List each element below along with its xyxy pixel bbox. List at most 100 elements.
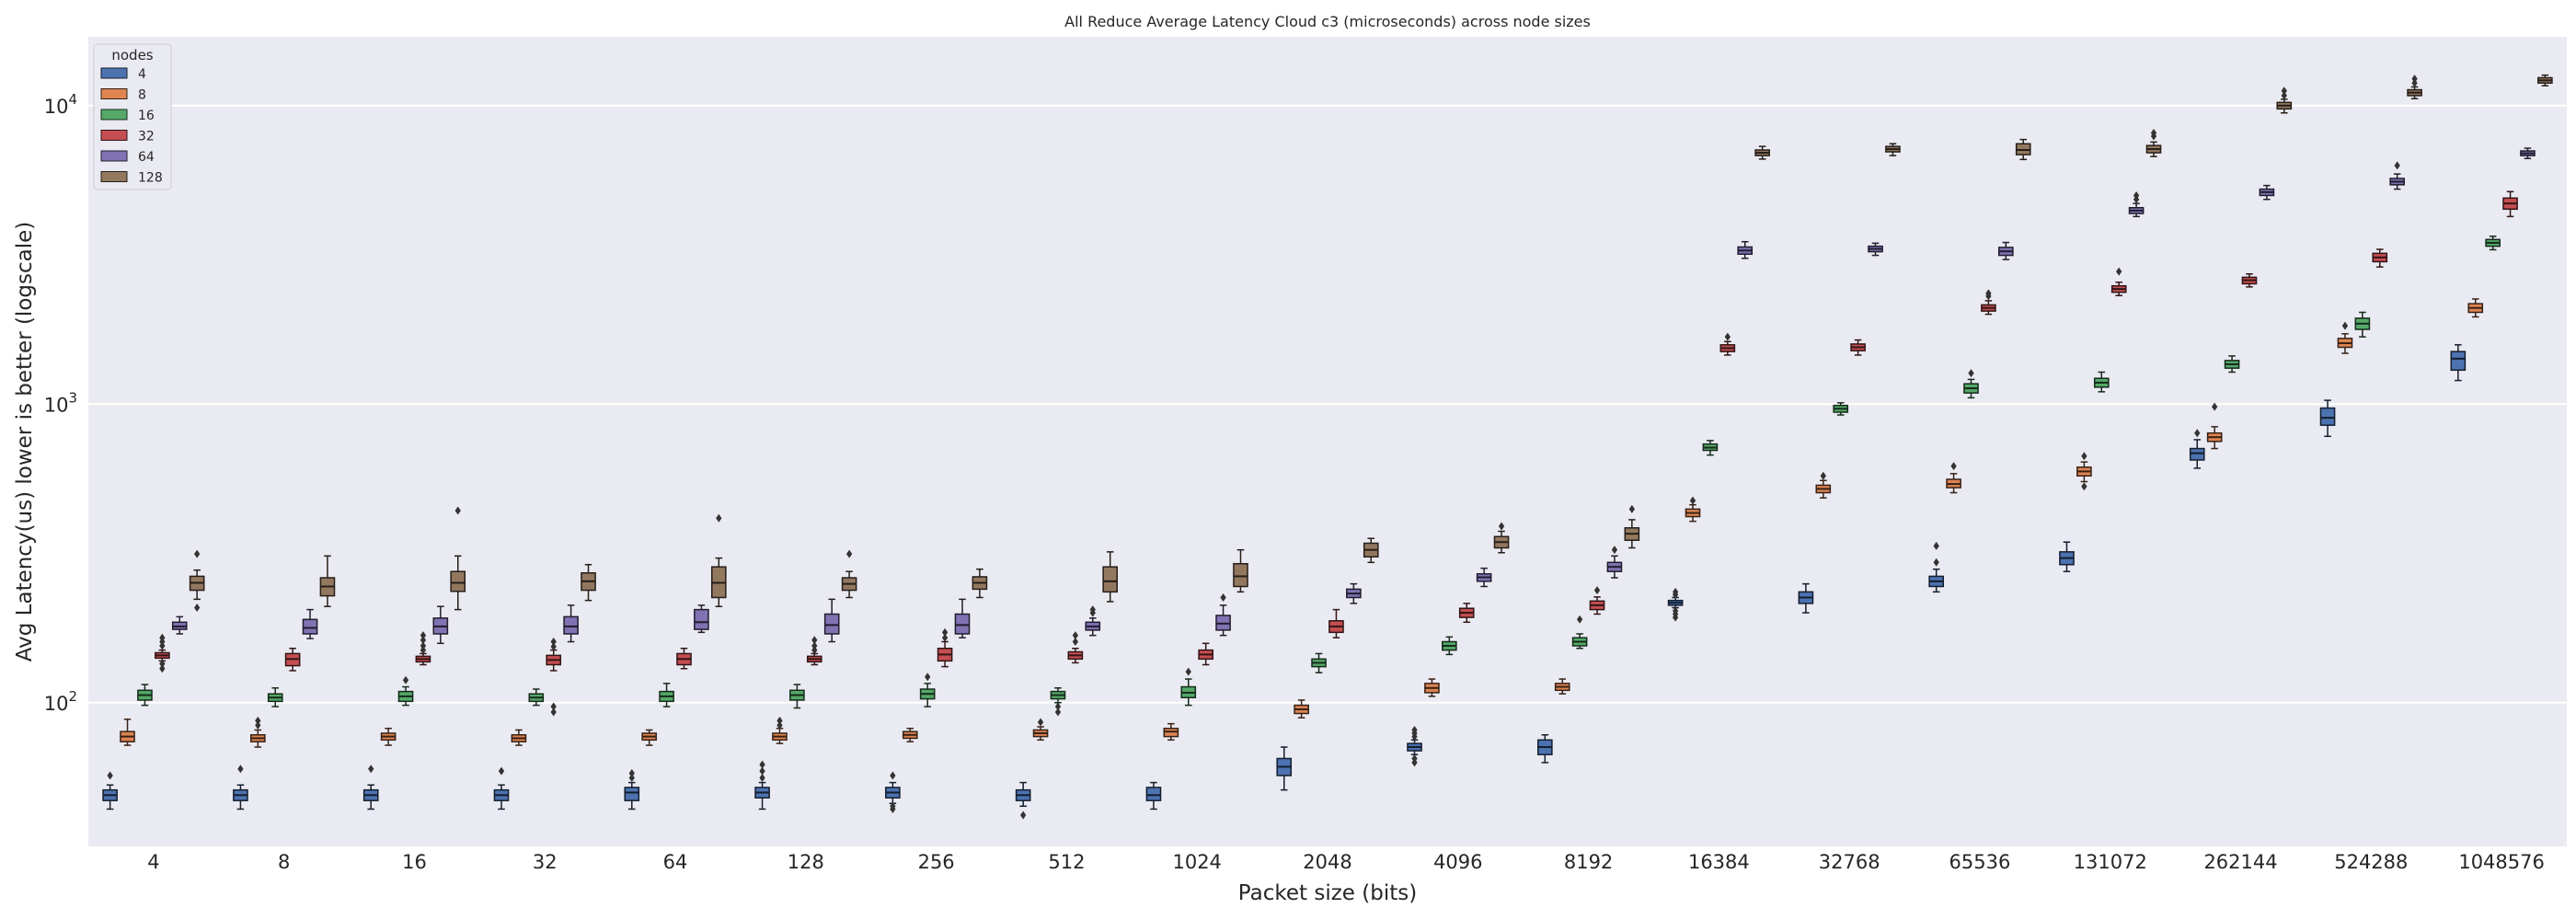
box-32768-nodes-16	[1833, 402, 1849, 416]
y-axis-label: Avg Latency(us) lower is better (logscal…	[13, 222, 37, 662]
box-1024-nodes-8	[1163, 722, 1179, 742]
box-8-nodes-4	[233, 765, 248, 811]
box-512-nodes-16	[1050, 687, 1066, 717]
outlier-point	[498, 766, 505, 776]
box-iqr	[1233, 562, 1248, 588]
box-16384-nodes-32	[1719, 332, 1736, 356]
outlier-point	[890, 771, 896, 780]
x-tick-label: 128	[788, 851, 824, 873]
outlier-point	[941, 633, 949, 642]
box-plots	[102, 74, 2553, 820]
box-262144-nodes-32	[2241, 272, 2258, 288]
x-tick-label: 65536	[1949, 851, 2011, 873]
box-131072-nodes-4	[2059, 541, 2075, 572]
x-tick-label: 32	[533, 851, 558, 873]
box-iqr	[302, 618, 318, 635]
outlier-point	[1933, 558, 1939, 567]
outlier-point	[420, 641, 427, 650]
box-524288-nodes-128	[2407, 75, 2422, 99]
outlier-point	[1054, 702, 1062, 711]
box-512-nodes-64	[1085, 605, 1101, 637]
box-512-nodes-4	[1015, 781, 1031, 820]
x-tick-label: 524288	[2334, 851, 2408, 873]
outlier-point	[2081, 482, 2087, 491]
box-64-nodes-128	[711, 513, 727, 607]
outlier-point	[420, 646, 427, 655]
outlier-point	[550, 702, 557, 711]
outlier-point	[550, 707, 557, 717]
box-128-nodes-8	[772, 716, 788, 744]
outlier-point	[1689, 496, 1696, 505]
outlier-point	[550, 638, 557, 647]
outlier-point	[2133, 190, 2140, 200]
outlier-point	[1220, 592, 1226, 602]
legend-item-128: 128	[100, 171, 163, 186]
box-128-nodes-64	[823, 598, 840, 643]
box-32768-nodes-32	[1850, 339, 1866, 356]
legend: nodes 4 8 16 32 64 128	[93, 43, 172, 190]
box-65536-nodes-128	[2015, 138, 2031, 161]
x-tick-label: 2048	[1303, 851, 1351, 873]
box-32768-nodes-128	[1885, 143, 1901, 156]
box-64-nodes-4	[624, 769, 640, 811]
box-8-nodes-128	[319, 555, 336, 607]
outlier-point	[628, 769, 635, 778]
box-131072-nodes-64	[2128, 190, 2145, 218]
chart-title: All Reduce Average Latency Cloud c3 (mic…	[1064, 13, 1591, 30]
box-8192-nodes-32	[1589, 586, 1605, 615]
outlier-point	[1593, 586, 1601, 595]
box-512-nodes-8	[1032, 718, 1049, 742]
x-tick-label: 4	[147, 851, 159, 873]
legend-label: 32	[138, 130, 155, 144]
outlier-point	[420, 636, 427, 645]
box-iqr	[624, 787, 640, 801]
box-524288-nodes-64	[2389, 161, 2405, 190]
outlier-point	[1089, 605, 1096, 615]
legend-item-32: 32	[100, 130, 155, 144]
outlier-point	[1498, 522, 1505, 531]
box-iqr	[1145, 787, 1162, 801]
legend-title: nodes	[111, 47, 153, 63]
box-8-nodes-16	[267, 687, 283, 707]
box-16-nodes-4	[362, 765, 379, 811]
legend-label: 16	[138, 109, 155, 123]
x-tick-label: 8	[278, 851, 290, 873]
box-32-nodes-64	[563, 604, 579, 643]
outlier-point	[1611, 546, 1618, 555]
outlier-point	[454, 506, 461, 515]
box-2048-nodes-8	[1294, 699, 1309, 719]
outlier-point	[941, 627, 949, 637]
outlier-point	[776, 716, 783, 725]
outlier-point	[1072, 638, 1079, 647]
box-524288-nodes-4	[2319, 399, 2336, 438]
outlier-point	[2411, 75, 2418, 84]
box-512-nodes-32	[1067, 631, 1084, 664]
outlier-point	[628, 773, 635, 782]
outlier-point	[811, 641, 818, 650]
outlier-point	[237, 765, 244, 774]
x-tick-label: 4096	[1433, 851, 1482, 873]
box-8192-nodes-128	[1624, 504, 1640, 549]
box-8-nodes-64	[302, 608, 318, 639]
box-65536-nodes-32	[1981, 289, 1996, 316]
box-16384-nodes-128	[1754, 145, 1770, 160]
box-8192-nodes-16	[1571, 615, 1588, 650]
legend-label: 4	[138, 67, 146, 82]
outlier-point	[2341, 321, 2349, 330]
box-16-nodes-32	[415, 631, 431, 666]
box-iqr	[954, 613, 971, 635]
x-tick-label: 256	[918, 851, 955, 873]
box-4096-nodes-64	[1476, 567, 1492, 588]
outlier-point	[2194, 429, 2201, 438]
y-tick-label: 102	[44, 688, 77, 715]
box-131072-nodes-8	[2076, 452, 2092, 491]
box-16384-nodes-16	[1702, 440, 1719, 456]
outlier-point	[1628, 504, 1635, 513]
box-262144-nodes-4	[2189, 429, 2205, 469]
y-tick-label: 103	[44, 389, 77, 416]
box-16-nodes-128	[450, 506, 466, 611]
legend-swatch	[100, 88, 128, 99]
box-1024-nodes-128	[1233, 548, 1248, 593]
box-128-nodes-4	[754, 760, 770, 811]
